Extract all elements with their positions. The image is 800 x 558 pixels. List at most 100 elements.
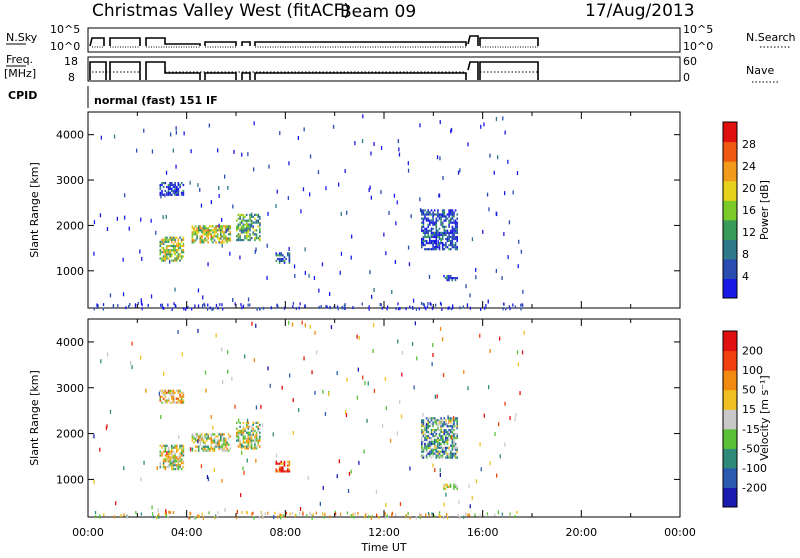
- velocity-echo-cell: [164, 454, 167, 457]
- velocity-echo-cell: [454, 446, 457, 449]
- velocity-noise-point: [324, 412, 327, 417]
- velocity-echo-cell: [247, 433, 250, 436]
- power-echo-cell: [212, 225, 214, 228]
- velocity-echo-cell: [450, 450, 452, 453]
- velocity-echo-cell: [162, 444, 165, 447]
- power-echo-cell: [182, 242, 185, 245]
- power-echo-cell: [437, 246, 439, 249]
- power-echo-cell: [277, 257, 279, 261]
- power-noise-point: [480, 124, 482, 129]
- power-echo-cell: [180, 257, 183, 260]
- power-echo-cell: [438, 248, 441, 251]
- power-echo-cell: [440, 231, 442, 234]
- power-echo-cell: [224, 235, 227, 238]
- velocity-echo-cell: [196, 445, 198, 448]
- power-echo-cell: [196, 235, 198, 238]
- velocity-echo-cell: [215, 443, 217, 446]
- velocity-echo-cell: [169, 462, 171, 465]
- velocity-ground-point: [350, 514, 353, 518]
- power-echo-cell: [202, 239, 205, 242]
- velocity-echo-cell: [213, 445, 216, 448]
- velocity-ground-point: [514, 515, 516, 519]
- velocity-echo-band-5: [159, 389, 185, 404]
- velocity-echo-cell: [451, 452, 454, 455]
- power-noise-point: [469, 293, 471, 298]
- power-echo-cell: [245, 221, 248, 224]
- power-echo-cell: [451, 215, 454, 218]
- power-echo-cell: [207, 241, 209, 244]
- power-echo-cell: [210, 233, 213, 236]
- power-noise-point: [351, 234, 353, 239]
- power-echo-cell: [421, 225, 423, 228]
- power-ground-point: [325, 304, 327, 308]
- velocity-echo-cell: [171, 454, 173, 457]
- power-echo-cell: [424, 233, 426, 236]
- power-echo-cell: [223, 231, 225, 234]
- velocity-echo-cell: [424, 446, 426, 449]
- velocity-noise-point: [496, 473, 498, 478]
- velocity-echo-cell: [174, 468, 176, 471]
- velocity-ground-point: [94, 515, 97, 519]
- velocity-echo-cell: [174, 391, 176, 394]
- velocity-echo-cell: [242, 421, 245, 424]
- velocity-echo-cell: [250, 429, 253, 432]
- power-echo-cell: [454, 219, 457, 222]
- velocity-noise-point: [509, 416, 511, 420]
- power-echo-cell: [182, 183, 185, 187]
- power-ground-point: [435, 303, 437, 307]
- power-echo-cell: [247, 239, 250, 242]
- velocity-echo-cell: [443, 446, 446, 449]
- power-echo-cell: [440, 223, 442, 226]
- power-echo-cell: [167, 257, 170, 260]
- velocity-echo-cell: [242, 431, 245, 434]
- power-ground-point: [452, 304, 454, 308]
- velocity-echo-cell: [427, 425, 429, 428]
- power-noise-point: [385, 251, 387, 256]
- velocity-noise-point: [292, 431, 294, 435]
- power-echo-cell: [207, 235, 209, 238]
- velocity-echo-cell: [282, 462, 284, 465]
- power-echo-cell: [250, 237, 253, 240]
- velocity-noise-point: [413, 385, 415, 390]
- power-echo-cell: [283, 261, 286, 264]
- power-echo-cell: [223, 237, 225, 240]
- power-noise-point: [407, 245, 410, 250]
- velocity-echo-cell: [174, 401, 176, 404]
- power-echo-cell: [205, 231, 208, 234]
- power-noise-point: [140, 298, 142, 303]
- velocity-ground-point: [152, 515, 155, 519]
- power-echo-cell: [443, 215, 446, 218]
- power-ground-point: [344, 306, 346, 310]
- power-echo-cell: [174, 185, 176, 189]
- power-echo-cell: [421, 239, 423, 243]
- velocity-echo-cell: [450, 417, 452, 420]
- power-noise-point: [217, 148, 219, 153]
- power-ytick-label: 4000: [56, 129, 84, 142]
- velocity-ytick-label: 2000: [56, 428, 84, 441]
- velocity-echo-cell: [430, 417, 433, 420]
- power-echo-cell: [441, 213, 444, 216]
- velocity-echo-cell: [240, 431, 243, 434]
- velocity-echo-cell: [180, 397, 183, 400]
- power-echo-cell: [177, 191, 180, 194]
- power-noise-point: [436, 155, 439, 160]
- power-noise-point: [200, 203, 203, 208]
- velocity-echo-cell: [440, 417, 442, 420]
- power-echo-cell: [242, 213, 245, 216]
- velocity-echo-cell: [454, 432, 457, 436]
- velocity-ground-point: [357, 511, 359, 515]
- velocity-echo-cell: [169, 389, 171, 392]
- velocity-noise-point: [251, 321, 253, 326]
- velocity-echo-cell: [177, 466, 180, 469]
- velocity-echo-cell: [172, 401, 175, 404]
- velocity-echo-cell: [252, 423, 254, 426]
- velocity-echo-cell: [277, 462, 279, 465]
- velocity-echo-cell: [275, 470, 278, 473]
- velocity-echo-cell: [422, 446, 425, 449]
- power-noise-point: [516, 171, 519, 176]
- velocity-echo-cell: [247, 447, 250, 450]
- power-echo-cell: [167, 244, 170, 248]
- power-echo-cell: [204, 239, 206, 242]
- power-echo-cell: [449, 277, 452, 280]
